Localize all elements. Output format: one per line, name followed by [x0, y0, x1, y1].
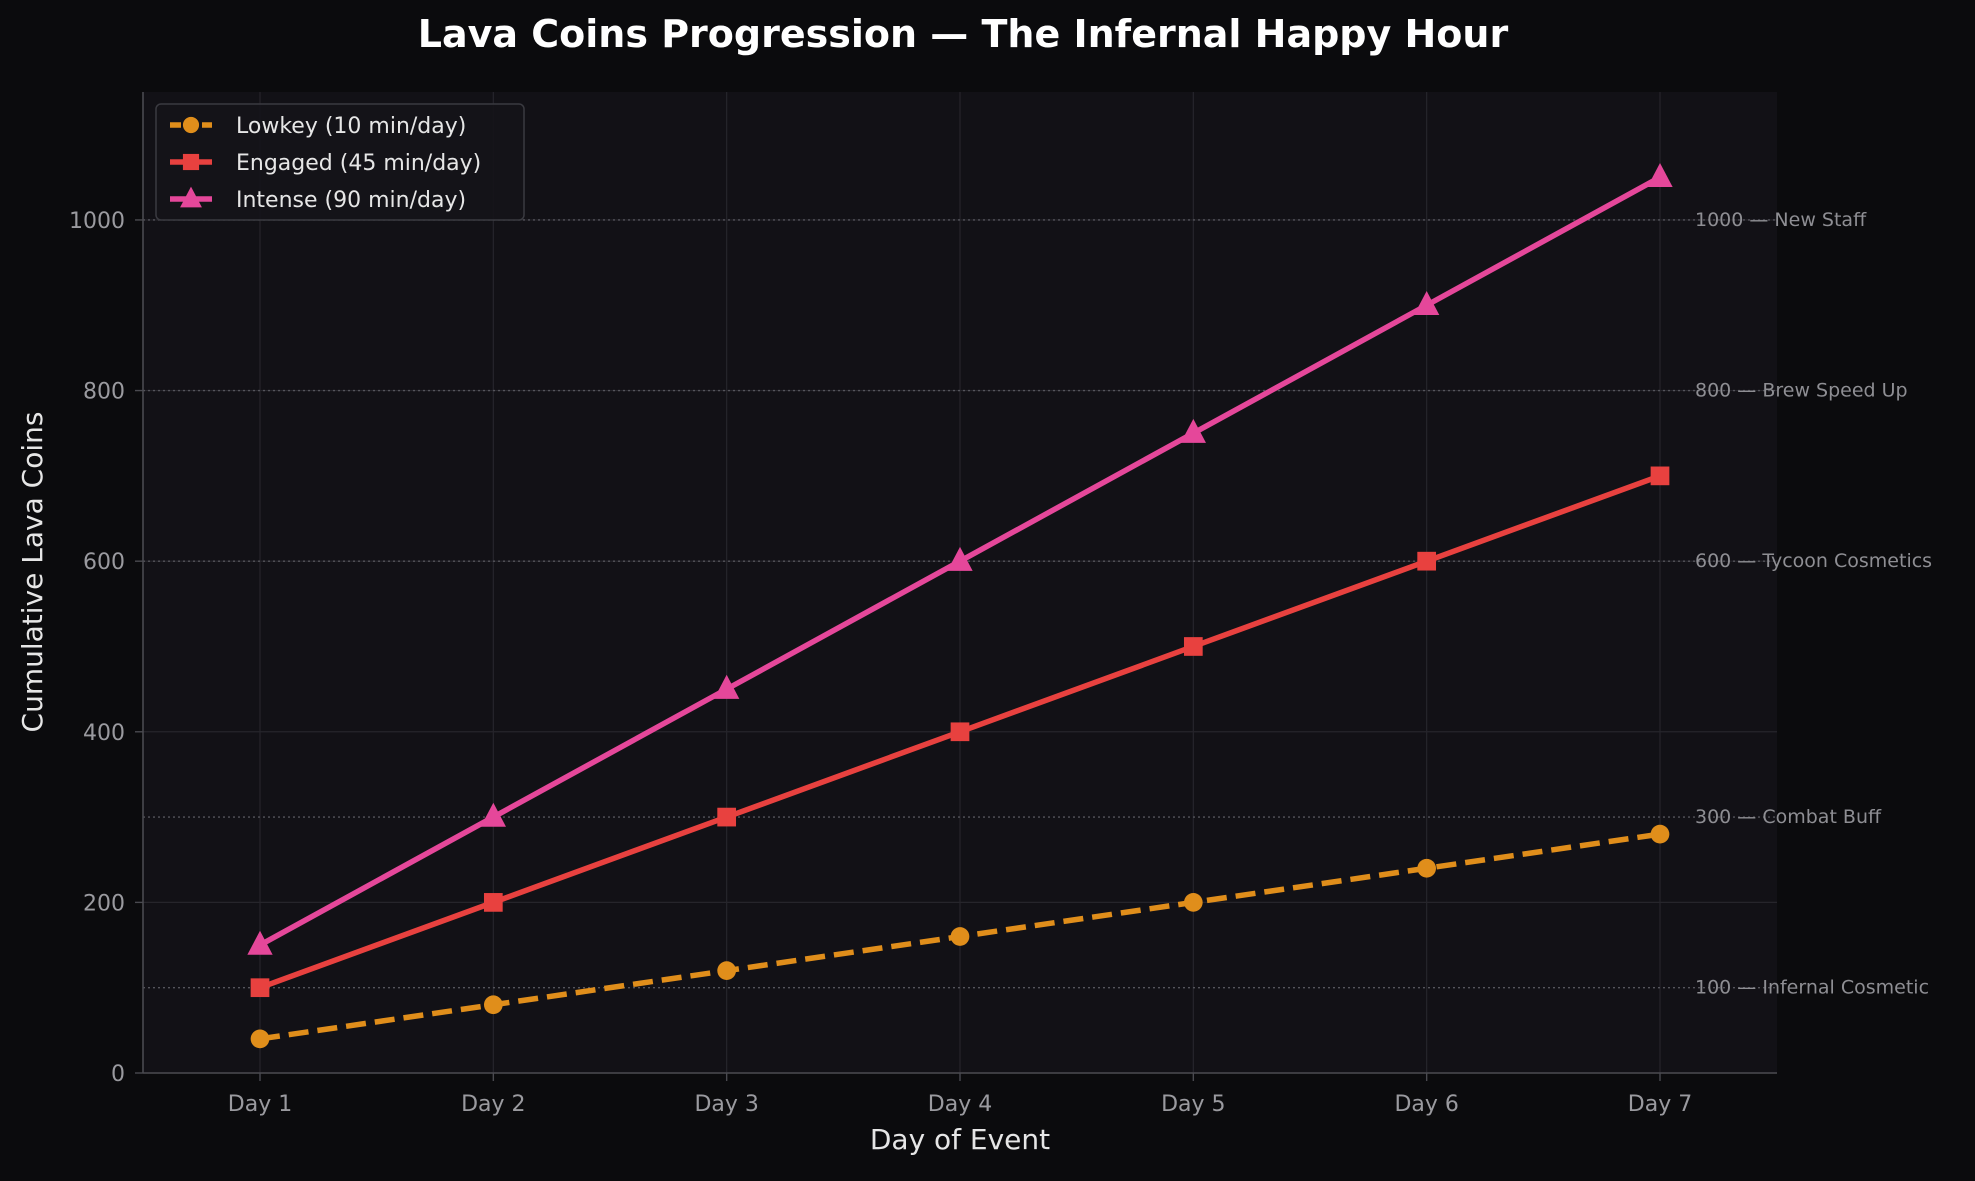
x-tick-label: Day 7 — [1628, 1092, 1692, 1117]
legend-swatch-marker — [182, 153, 200, 171]
x-tick-label: Day 3 — [694, 1092, 758, 1117]
milestone-label: 800 — Brew Speed Up — [1695, 380, 1908, 402]
data-point — [1183, 893, 1203, 912]
data-point — [1417, 858, 1437, 878]
legend: Lowkey (10 min/day) Engaged (45 min/day) I… — [155, 103, 525, 221]
data-point — [247, 930, 273, 955]
legend-label: Intense (90 min/day) — [236, 188, 466, 213]
data-point — [1650, 466, 1670, 486]
data-point — [1650, 824, 1670, 844]
data-point — [717, 961, 737, 980]
series-layer — [247, 162, 1673, 1049]
legend-item: Engaged (45 min/day) — [170, 151, 481, 176]
x-tick-label: Day 1 — [228, 1092, 292, 1117]
series-1 — [250, 466, 1670, 998]
y-tick-label: 600 — [83, 550, 125, 575]
x-tick-label: Day 4 — [928, 1092, 992, 1117]
data-point — [717, 807, 737, 827]
data-point — [1180, 418, 1206, 443]
y-tick-label: 1000 — [69, 209, 125, 234]
legend-swatch-marker — [182, 116, 200, 134]
data-point — [483, 893, 503, 912]
x-tick-label: Day 2 — [461, 1092, 525, 1117]
milestone-label: 100 — Infernal Cosmetic — [1695, 977, 1929, 999]
data-point — [947, 546, 973, 571]
legend-label: Engaged (45 min/day) — [236, 151, 481, 176]
legend-swatch-marker — [180, 186, 202, 208]
data-point — [1417, 551, 1437, 571]
data-point — [483, 995, 503, 1015]
x-tick-label: Day 6 — [1394, 1092, 1458, 1117]
data-point — [1647, 162, 1673, 188]
legend-label: Lowkey (10 min/day) — [236, 114, 466, 139]
milestone-label: 600 — Tycoon Cosmetics — [1695, 550, 1932, 572]
chart-title: Lava Coins Progression — The Infernal Ha… — [418, 12, 1509, 56]
data-point — [250, 978, 270, 998]
y-axis-label: Cumulative Lava Coins — [16, 412, 49, 733]
legend-item: Lowkey (10 min/day) — [170, 114, 466, 139]
legend-box — [155, 103, 525, 221]
y-tick-label: 200 — [83, 891, 125, 916]
x-axis-label: Day of Event — [870, 1123, 1050, 1156]
data-point — [480, 802, 506, 827]
x-tick-label: Day 5 — [1161, 1092, 1225, 1117]
axis-layer: 0 200 400 600 800 1000 Day 1 Day 2 Day 3 Day 4 Day… — [69, 92, 1777, 1117]
data-point — [714, 674, 740, 699]
data-point — [250, 1029, 270, 1049]
milestone-label: 1000 — New Staff — [1695, 209, 1867, 231]
y-tick-label: 400 — [83, 721, 125, 746]
data-point — [950, 722, 970, 742]
milestone-label: 300 — Combat Buff — [1695, 806, 1882, 828]
milestone-layer: 1000 — New Staff 800 — Brew Speed Up 600 —… — [143, 209, 1932, 999]
data-point — [1414, 290, 1440, 315]
y-tick-label: 0 — [111, 1062, 125, 1087]
series-0 — [250, 824, 1670, 1049]
data-point — [1183, 637, 1203, 656]
data-point — [950, 927, 970, 946]
y-tick-label: 800 — [83, 380, 125, 405]
legend-item: Intense (90 min/day) — [170, 186, 466, 213]
series-2 — [247, 162, 1673, 955]
